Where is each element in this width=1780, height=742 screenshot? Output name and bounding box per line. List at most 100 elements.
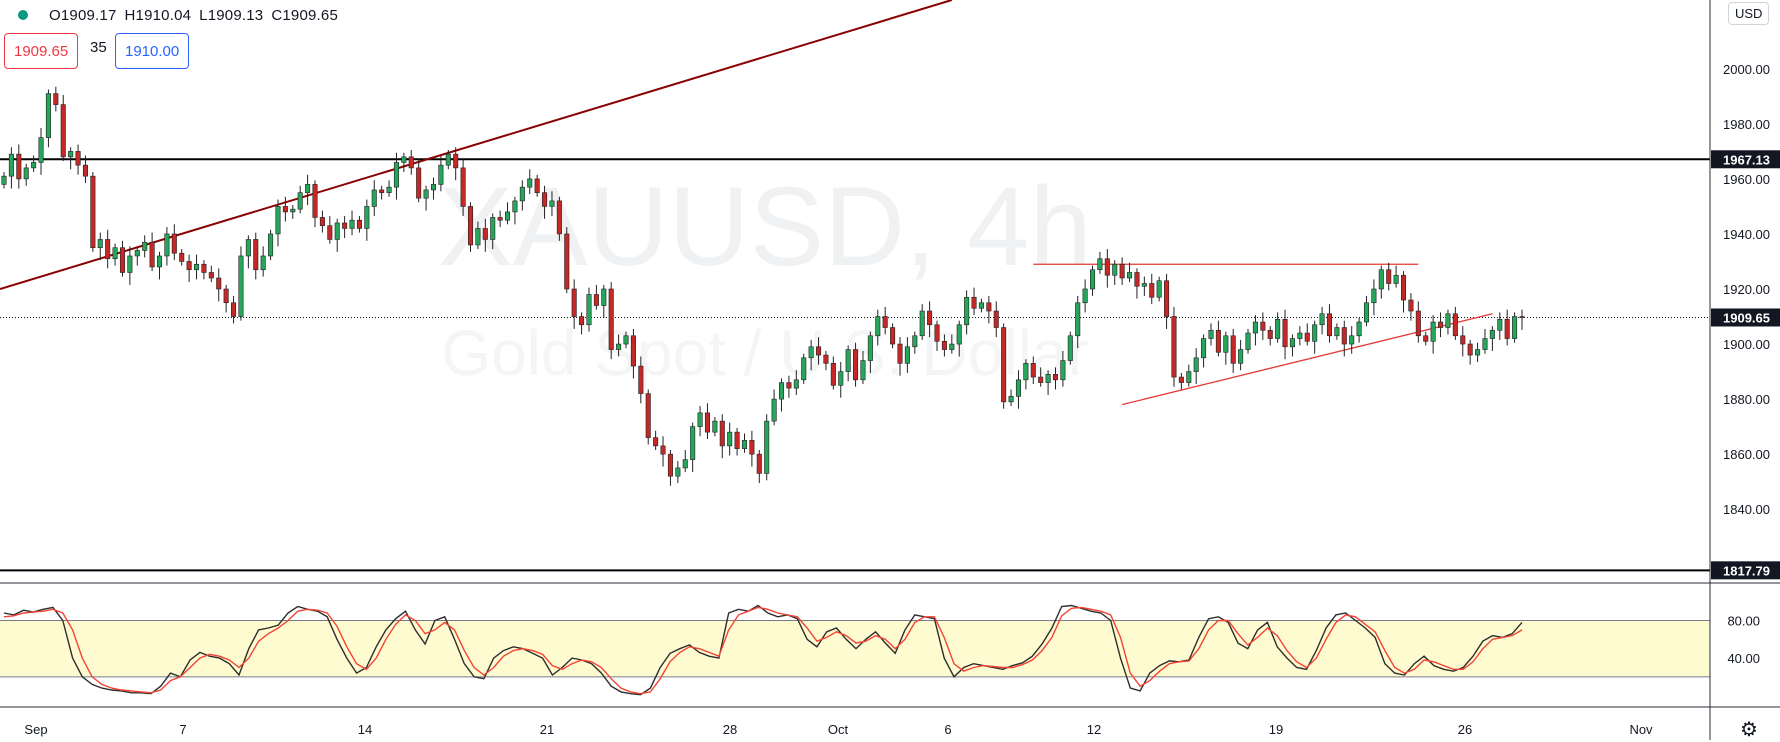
candle-body [23,167,29,180]
candle-body [571,288,577,317]
candle-body [941,340,947,350]
candle-body [127,255,133,273]
candle-body [482,228,488,240]
candle-body [156,255,163,268]
candle-body [1408,299,1414,312]
candle-body [275,206,281,235]
candle-body [978,302,984,309]
candle-body [475,228,481,246]
candle-body [853,349,859,381]
price-tick-label: 1960.00 [1723,172,1770,187]
candle-body [956,324,962,345]
candle-body [912,335,918,348]
candle-body [1401,274,1407,301]
candle-body [1164,280,1170,317]
candle-body [16,153,22,180]
candle-body [1445,313,1451,328]
candle-body [260,255,266,271]
candle-body [90,175,96,249]
horizontal-levels[interactable] [0,158,1710,572]
candle-body [556,200,562,235]
candle-body [756,453,762,474]
rising-trendline [0,0,953,290]
candle-body [845,349,851,372]
candle-body [105,239,111,260]
candle-body [838,371,844,386]
candles [1,86,1525,486]
candle-body [423,189,429,199]
candle-body [690,426,696,460]
time-tick-label: Oct [828,722,849,737]
candle-body [527,178,533,188]
candle-body [1171,316,1177,378]
candle-body [97,239,103,249]
settings-gear-icon[interactable]: ⚙ [1740,719,1758,741]
candle-body [1438,321,1444,328]
stochastic-tick-label: 40.00 [1727,651,1760,666]
candle-body [112,247,118,260]
candle-body [608,288,614,350]
candle-body [208,272,214,279]
candle-body [875,316,881,337]
candle-body [1512,316,1518,339]
time-tick-label: 7 [179,722,186,737]
candle-body [660,445,666,455]
candle-body [1208,329,1214,339]
time-tick-label: 14 [358,722,372,737]
candle-body [645,393,651,438]
candle-body [334,222,340,240]
candle-body [549,200,555,207]
candle-body [401,156,407,163]
price-label-2: 1817.79 [1723,563,1770,578]
sell-button[interactable]: 1909.65 [4,33,79,69]
candle-body [1489,329,1495,339]
candle-body [342,222,348,229]
buy-button[interactable]: 1910.00 [115,33,190,69]
candle-body [1186,371,1192,383]
candle-body [60,104,66,158]
candle-body [1467,343,1473,356]
candle-body [830,363,836,386]
candle-body [638,365,644,394]
candle-body [1371,288,1377,304]
candle-body [971,296,977,309]
candle-body [290,208,296,213]
candle-body [194,263,200,271]
candle-body [1282,318,1288,348]
price-tick-label: 1880.00 [1723,392,1770,407]
watermark-description: Gold Spot / U.S. Dollar [441,317,1088,389]
candle-body [1030,363,1036,378]
candle-body [1356,321,1362,337]
candle-body [1497,318,1503,331]
candle-body [816,346,822,356]
time-tick-label: Nov [1629,722,1653,737]
candle-body [31,162,37,169]
price-tick-label: 2000.00 [1723,62,1770,77]
stochastic-oscillator [3,604,1523,696]
candle-body [771,398,777,422]
ohlc-open: O1909.17 [49,6,117,24]
candle-body [1156,280,1162,298]
candle-body [319,217,325,226]
candle-body [53,93,59,105]
currency-button[interactable]: USD [1728,2,1770,25]
candle-body [1045,374,1051,383]
candle-body [1038,376,1044,383]
candle-body [786,382,792,389]
candle-body [38,137,44,163]
candle-body [542,192,548,207]
candle-body [171,233,177,254]
candle-body [1304,332,1310,342]
candle-body [1341,327,1347,345]
stochastic-d-line [3,606,1523,695]
candle-body [653,437,659,447]
time-tick-label: 26 [1458,722,1472,737]
price-label-1: 1909.65 [1723,310,1770,325]
candle-body [1275,318,1281,339]
candle-body [734,431,740,449]
candle-body [1260,321,1266,331]
candle-body [630,335,636,367]
candle-body [438,164,444,185]
